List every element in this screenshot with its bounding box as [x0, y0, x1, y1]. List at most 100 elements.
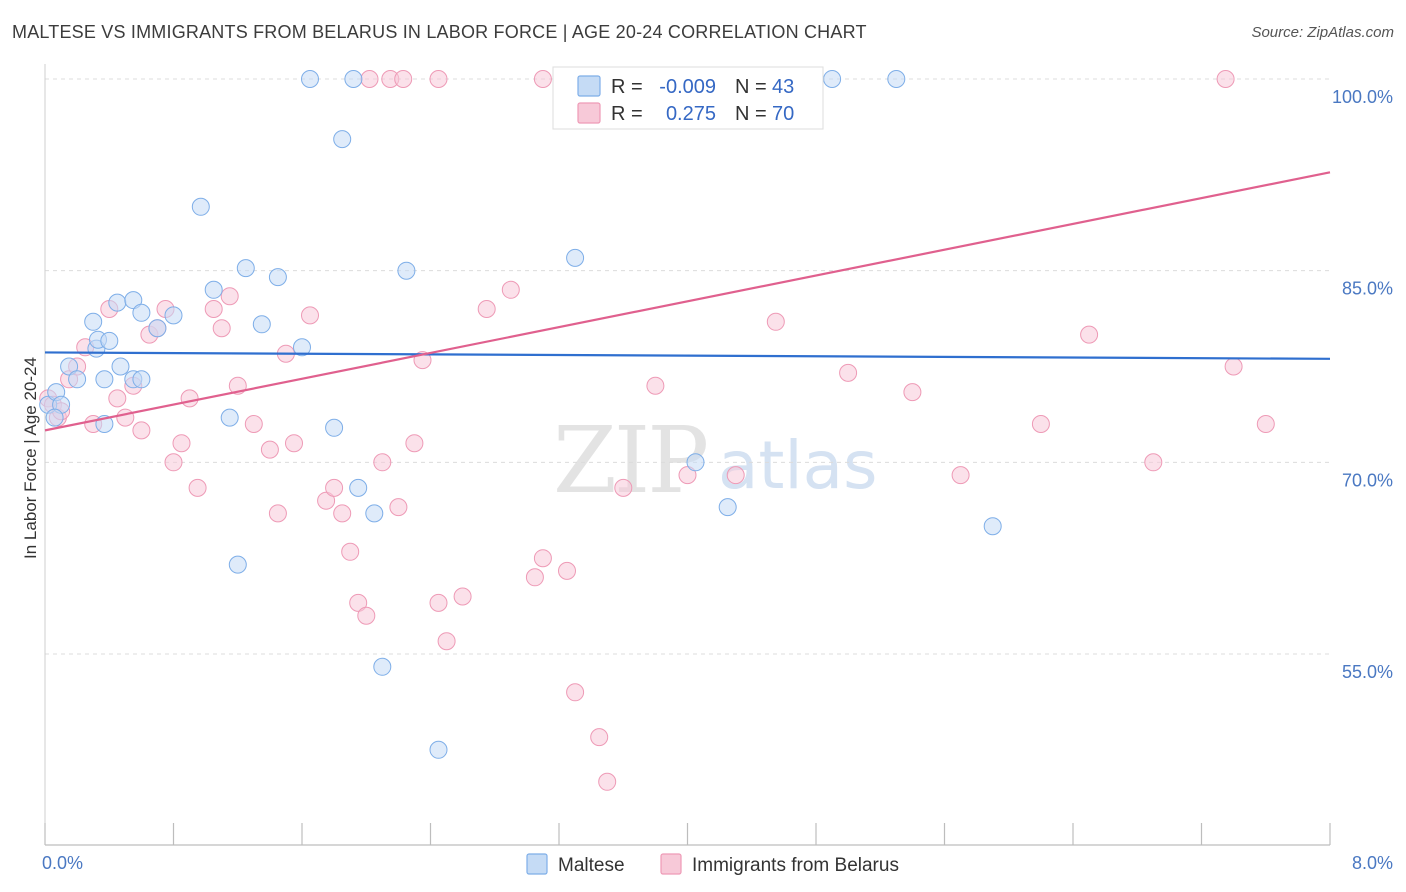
belarus-point: [1080, 325, 1099, 344]
maltese-point: [566, 248, 585, 267]
belarus-point: [172, 434, 191, 453]
maltese-point: [349, 478, 368, 497]
belarus-point: [598, 772, 617, 791]
x-tick-label: 0.0%: [42, 853, 83, 873]
maltese-point: [718, 498, 737, 517]
maltese-point: [887, 70, 906, 88]
trend-lines: [44, 171, 1331, 432]
belarus-point: [533, 549, 552, 568]
bottom-legend-label-belarus: Immigrants from Belarus: [692, 855, 899, 876]
belarus-point: [903, 383, 922, 402]
maltese-point: [100, 331, 119, 350]
belarus-point: [566, 683, 585, 702]
belarus-point: [360, 70, 379, 88]
belarus-point: [437, 632, 456, 651]
bottom-legend-swatch-maltese: [526, 853, 548, 875]
maltese-point: [365, 504, 384, 523]
belarus-point: [951, 466, 970, 485]
belarus-point: [333, 504, 352, 523]
legend-r-value-belarus: 0.275: [666, 103, 716, 125]
belarus-point: [204, 300, 223, 318]
legend-n-label-belarus: N =: [735, 103, 767, 125]
watermark: ZIP atlas: [553, 407, 878, 514]
axes: [44, 64, 1331, 846]
maltese-point: [68, 370, 87, 389]
belarus-point: [373, 453, 392, 472]
belarus-point: [325, 478, 344, 497]
belarus-point: [188, 478, 207, 497]
maltese-point: [397, 261, 416, 280]
belarus-point: [132, 421, 151, 440]
belarus-point: [180, 389, 199, 408]
belarus-point: [766, 312, 785, 331]
legend-swatch-belarus: [577, 102, 601, 124]
belarus-point: [614, 478, 633, 497]
belarus-point: [108, 389, 127, 408]
maltese-point: [236, 259, 255, 278]
bottom-legend-swatch-belarus: [660, 853, 682, 875]
y-tick-labels: 100.0% 85.0% 70.0% 55.0%: [1332, 87, 1393, 682]
belarus-point: [317, 491, 336, 510]
belarus-point: [405, 434, 424, 453]
belarus-point: [1216, 70, 1235, 88]
maltese-point: [148, 319, 167, 338]
legend-r-label-belarus: R =: [611, 103, 643, 125]
belarus-point: [285, 434, 303, 453]
trend-line-belarus: [44, 171, 1331, 432]
belarus-point: [116, 408, 135, 427]
belarus-point: [212, 319, 231, 338]
maltese-point: [293, 338, 311, 357]
legend-r-label-maltese: R =: [611, 76, 643, 98]
y-tick-label: 85.0%: [1342, 279, 1393, 299]
maltese-point: [60, 357, 79, 376]
belarus-point: [678, 466, 697, 485]
belarus-point: [525, 568, 544, 587]
maltese-point: [164, 306, 183, 325]
belarus-point: [477, 300, 496, 318]
chart-title: MALTESE VS IMMIGRANTS FROM BELARUS IN LA…: [12, 22, 867, 42]
y-tick-label: 55.0%: [1342, 662, 1393, 682]
belarus-point: [558, 561, 576, 580]
belarus-point: [453, 587, 472, 606]
belarus-point: [260, 440, 279, 459]
maltese-point: [111, 357, 130, 376]
y-axis-label: In Labor Force | Age 20-24: [21, 357, 40, 559]
source-label: Source: ZipAtlas.com: [1251, 24, 1394, 41]
maltese-point: [325, 418, 344, 437]
maltese-point: [204, 280, 223, 299]
maltese-point: [373, 657, 392, 676]
maltese-point: [132, 370, 151, 389]
legend-n-value-belarus: 70: [772, 103, 794, 125]
maltese-point: [220, 408, 239, 427]
legend-swatch-maltese: [577, 75, 601, 97]
belarus-point: [429, 593, 448, 612]
belarus-point: [1256, 415, 1275, 433]
belarus-point: [244, 415, 263, 433]
maltese-point: [268, 268, 287, 287]
maltese-point: [252, 315, 271, 334]
belarus-point: [501, 280, 520, 299]
series-maltese-points: [39, 70, 1002, 759]
belarus-point: [349, 593, 368, 612]
x-tick-labels: 0.0% 8.0%: [42, 853, 1393, 873]
belarus-point: [341, 542, 360, 561]
belarus-point: [1144, 453, 1163, 472]
belarus-point: [357, 606, 376, 625]
maltese-point: [84, 312, 103, 331]
belarus-point: [220, 287, 239, 306]
maltese-point: [301, 70, 319, 88]
maltese-point: [228, 555, 247, 574]
belarus-point: [1031, 415, 1050, 433]
belarus-point: [839, 363, 858, 382]
belarus-point: [1224, 357, 1243, 376]
belarus-point: [389, 498, 408, 517]
maltese-point: [95, 370, 114, 389]
watermark-zip: ZIP: [553, 407, 706, 514]
maltese-point: [823, 70, 842, 88]
bottom-legend-label-maltese: Maltese: [558, 855, 625, 876]
x-tick-label: 8.0%: [1352, 853, 1393, 873]
legend-n-label-maltese: N =: [735, 76, 767, 98]
belarus-point: [164, 453, 183, 472]
maltese-point: [132, 303, 151, 322]
trend-line-maltese: [44, 351, 1331, 360]
